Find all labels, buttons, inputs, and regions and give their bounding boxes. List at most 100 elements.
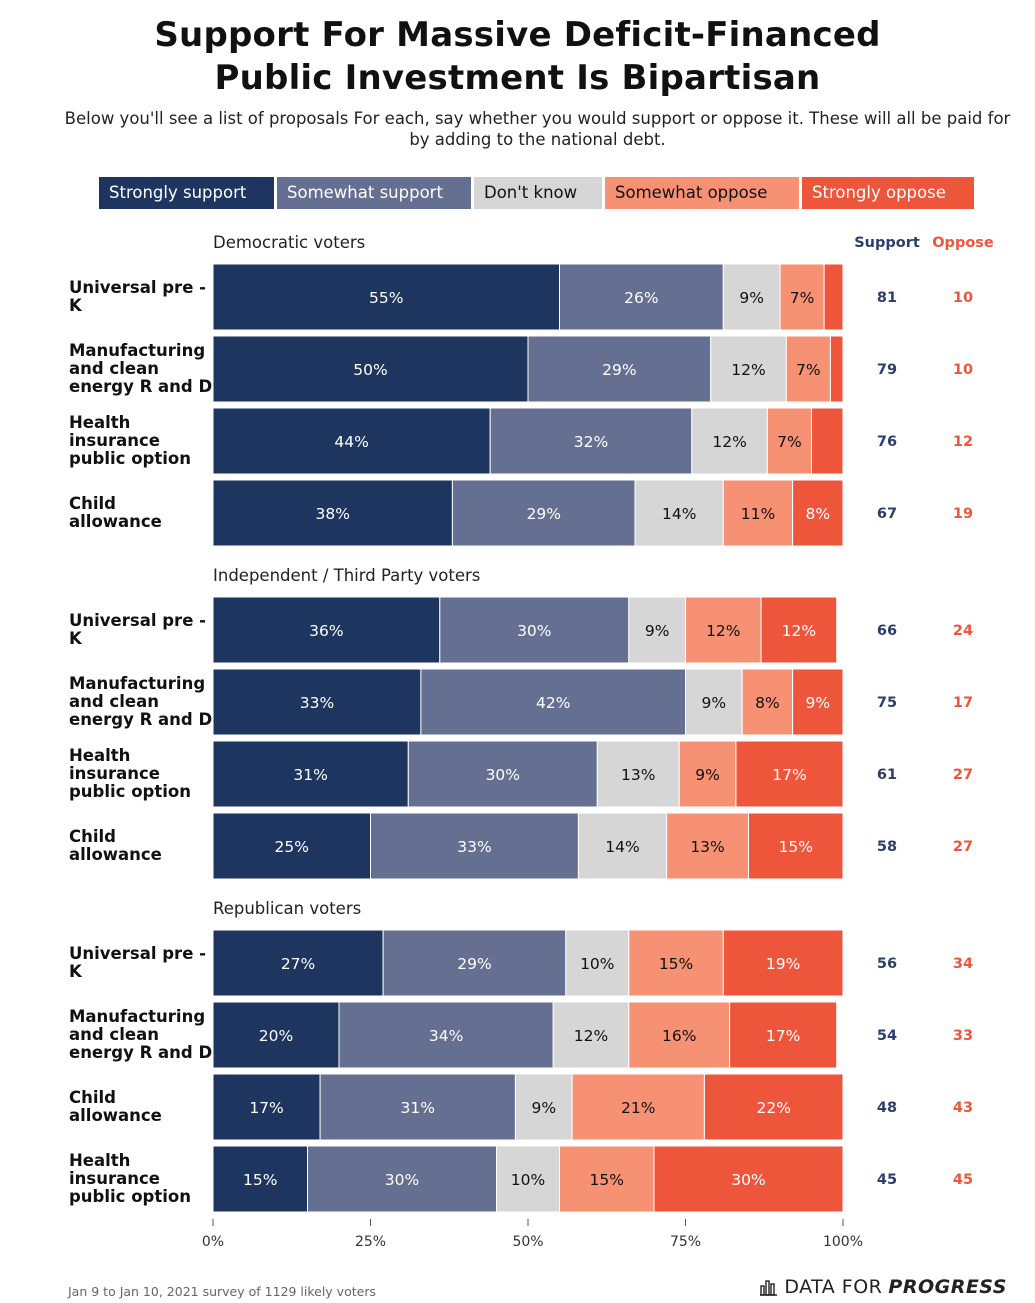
row-label-line: energy R and D — [69, 377, 212, 396]
bar-segment — [685, 596, 762, 664]
row-label-line: and clean — [69, 359, 159, 378]
row-label: Health insurance public option — [69, 413, 191, 468]
row-label-line: Health — [69, 1151, 130, 1170]
row-label: Manufacturing and clean energy R and D — [69, 341, 212, 396]
bar-value-label: 14% — [662, 505, 696, 523]
bar-value-label: 9% — [531, 1099, 556, 1117]
support-total: 81 — [877, 290, 897, 306]
row-label-line: allowance — [69, 512, 162, 531]
legend: Strongly support Somewhat support Don't kn… — [99, 177, 977, 209]
bar-value-label: 9% — [702, 694, 727, 712]
bar-value-label: 29% — [602, 361, 636, 379]
bar-value-label: 22% — [756, 1099, 790, 1117]
bar-segment — [666, 812, 749, 880]
bar-value-label: 38% — [315, 505, 349, 523]
bar-value-label: 9% — [695, 766, 720, 784]
bar-segment — [307, 1145, 497, 1213]
support-total: 48 — [877, 1100, 897, 1116]
bar-segment — [212, 929, 384, 997]
row-label-line: allowance — [69, 1106, 162, 1125]
bar-value-label: 20% — [259, 1027, 293, 1045]
oppose-total: 27 — [953, 839, 973, 855]
legend-item-don-t-know: Don't know — [474, 177, 602, 209]
bar-segment — [691, 407, 768, 475]
support-total: 56 — [877, 956, 897, 972]
chart-plot: Support Oppose Democratic voters Universal … — [69, 233, 994, 1250]
oppose-total: 34 — [953, 956, 973, 972]
row-label-line: and clean — [69, 692, 159, 711]
bar-value-label: 12% — [782, 622, 816, 640]
brand-text-1: DATA FOR — [784, 1276, 883, 1298]
row-label: Child allowance — [69, 494, 162, 531]
row-label-line: K — [69, 296, 83, 315]
brand-logo: DATA FOR PROGRESS — [760, 1276, 1007, 1298]
bar-segment — [338, 1001, 554, 1069]
row-label-line: and clean — [69, 1025, 159, 1044]
bar-value-label: 29% — [527, 505, 561, 523]
chart-title-line-1: Support For Massive Deficit-Financed — [154, 15, 881, 55]
bar-segment — [628, 1001, 731, 1069]
row-label-line: insurance — [69, 1169, 160, 1188]
oppose-total: 33 — [953, 1028, 973, 1044]
bar-chart-icon — [760, 1280, 778, 1296]
group-label: Independent / Third Party voters — [213, 566, 480, 585]
oppose-total: 10 — [953, 362, 973, 378]
support-total: 75 — [877, 695, 897, 711]
row-label: Health insurance public option — [69, 746, 191, 801]
bar-value-label: 11% — [741, 505, 775, 523]
support-total: 66 — [877, 623, 897, 639]
row-label-line: insurance — [69, 764, 160, 783]
bar-value-label: 31% — [293, 766, 327, 784]
bar-value-label: 17% — [766, 1027, 800, 1045]
row-label-line: insurance — [69, 431, 160, 450]
bar-value-label: 19% — [766, 955, 800, 973]
bar-segment — [489, 407, 693, 475]
bar-value-label: 32% — [574, 433, 608, 451]
x-axis-tick-label: 75% — [670, 1234, 701, 1250]
bar-segment — [722, 479, 794, 547]
bar-segment — [760, 596, 838, 664]
bar-segment — [552, 1001, 630, 1069]
bar-value-label: 15% — [590, 1171, 624, 1189]
x-axis-tick-label: 100% — [823, 1234, 863, 1250]
bar-value-label: 30% — [486, 766, 520, 784]
bar-value-label: 42% — [536, 694, 570, 712]
oppose-total: 12 — [953, 434, 973, 450]
bar-segment — [571, 1073, 705, 1141]
row-label-line: Health — [69, 413, 130, 432]
x-axis-tick-label: 25% — [355, 1234, 386, 1250]
chart-subtitle: Below you'll see a list of proposals For… — [64, 109, 1011, 149]
footer-note: Jan 9 to Jan 10, 2021 survey of 1129 lik… — [68, 1284, 376, 1299]
bar-segment — [634, 479, 724, 547]
row-label: Child allowance — [69, 1088, 162, 1125]
group-label: Democratic voters — [213, 233, 365, 252]
bar-value-label: 9% — [645, 622, 670, 640]
chart-title-text: Support For Massive Deficit-Financed Publ… — [0, 14, 1035, 100]
bar-value-label: 7% — [777, 433, 802, 451]
row-label-line: K — [69, 962, 83, 981]
row-label-line: Manufacturing — [69, 1007, 205, 1026]
bar-segment — [779, 263, 825, 331]
bar-segment — [792, 479, 844, 547]
bar-segment — [212, 1145, 308, 1213]
row-label: Manufacturing and clean energy R and D — [69, 1007, 212, 1062]
bar-segment — [596, 740, 680, 808]
support-column-header: Support — [854, 235, 920, 251]
bar-segment — [628, 596, 686, 664]
legend-item-somewhat-support: Somewhat support — [277, 177, 471, 209]
row-label-line: Manufacturing — [69, 341, 205, 360]
row-label-line: K — [69, 629, 83, 648]
bar-segment — [559, 263, 724, 331]
row-label: Health insurance public option — [69, 1151, 191, 1206]
row-label: Universal pre -K — [69, 278, 206, 315]
bar-value-label: 9% — [739, 289, 764, 307]
bar-value-label: 50% — [353, 361, 387, 379]
bar-segment — [496, 1145, 560, 1213]
bar-value-label: 15% — [779, 838, 813, 856]
bar-segment — [212, 596, 441, 664]
bar-segment — [319, 1073, 516, 1141]
row-label-line: Health — [69, 746, 130, 765]
bar-value-label: 17% — [772, 766, 806, 784]
bar-value-label: 10% — [580, 955, 614, 973]
bar-value-label: 12% — [712, 433, 746, 451]
